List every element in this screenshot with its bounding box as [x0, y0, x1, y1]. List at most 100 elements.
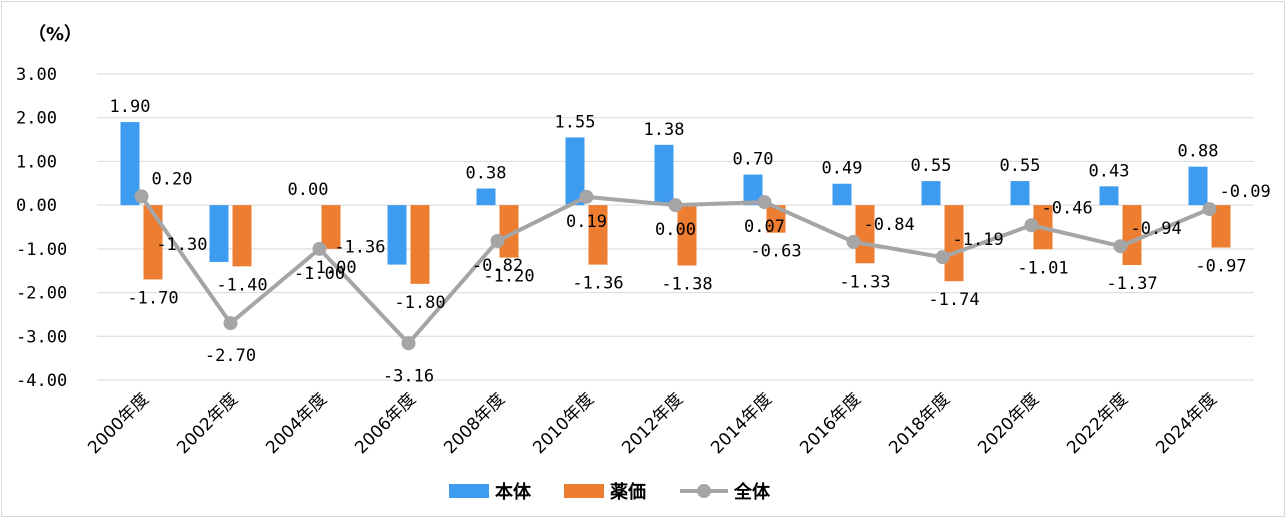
line-label-4: -0.82 — [472, 256, 523, 276]
category-label-4: 2008年度 — [440, 389, 509, 458]
label-layer: 1.90 -1.30 0.00 -1.36 0.38 1.55 1.38 0.70 0.49 0.… — [110, 97, 1271, 386]
y-tick-label: 1.00 — [16, 152, 57, 172]
bar-1-12 — [1211, 205, 1231, 248]
bar-label-0-3: -1.36 — [334, 238, 385, 258]
bar-label-1-10: -1.01 — [1017, 258, 1068, 278]
legend-label-2: 全体 — [733, 481, 771, 503]
bar-1-6 — [677, 205, 697, 266]
line-point-3 — [401, 336, 416, 351]
line-point-1 — [223, 316, 238, 331]
y-unit-label: （%） — [28, 24, 82, 45]
bar-label-1-9: -1.74 — [928, 290, 979, 310]
bar-1-1 — [232, 205, 252, 267]
line-label-12: -0.09 — [1220, 182, 1271, 202]
bar-0-11 — [1099, 186, 1119, 206]
line-point-6 — [668, 198, 683, 213]
bar-label-1-6: -1.38 — [661, 274, 712, 294]
y-tick-label: 2.00 — [16, 109, 57, 129]
line-label-0: 0.20 — [152, 169, 193, 189]
bar-0-7 — [743, 174, 763, 206]
line-point-12 — [1202, 202, 1217, 217]
category-label-2: 2004年度 — [262, 389, 331, 458]
y-tick-label: -2.00 — [16, 284, 67, 304]
line-point-5 — [579, 189, 594, 204]
bar-label-0-12: 0.88 — [1178, 142, 1219, 162]
bar-1-2 — [321, 205, 341, 249]
bar-0-10 — [1010, 181, 1030, 206]
bar-label-1-7: -0.63 — [750, 242, 801, 262]
bar-0-8 — [832, 183, 852, 206]
line-label-3: -3.16 — [383, 366, 434, 386]
category-label-8: 2016年度 — [796, 389, 865, 458]
category-label-10: 2020年度 — [974, 389, 1043, 458]
bar-label-0-11: 0.43 — [1089, 161, 1130, 181]
grid-layer: 3.00 2.00 1.00 0.00 -1.00 -2.00 -3.00 -4.00 — [16, 65, 1254, 391]
category-label-3: 2006年度 — [351, 389, 420, 458]
bar-label-1-3: -1.80 — [394, 293, 445, 313]
bar-0-5 — [565, 137, 585, 206]
category-label-7: 2014年度 — [707, 389, 776, 458]
line-point-10 — [1024, 218, 1039, 233]
y-tick-label: -4.00 — [16, 371, 67, 391]
category-label-11: 2022年度 — [1063, 389, 1132, 458]
bar-label-0-7: 0.70 — [733, 150, 774, 170]
bar-1-3 — [410, 205, 430, 284]
bar-layer — [120, 122, 1231, 284]
y-tick-label: -1.00 — [16, 240, 67, 260]
bar-1-9 — [944, 205, 964, 282]
bar-0-4 — [476, 188, 496, 206]
legend-marker-2 — [697, 484, 711, 498]
category-label-1: 2002年度 — [173, 389, 242, 458]
line-point-11 — [1113, 239, 1128, 254]
y-tick-label: 3.00 — [16, 65, 57, 85]
line-point-8 — [846, 234, 861, 249]
bar-label-0-9: 0.55 — [911, 156, 952, 176]
line-label-10: -0.46 — [1042, 198, 1093, 218]
bar-1-0 — [143, 205, 163, 280]
bar-0-6 — [654, 144, 674, 206]
line-label-6: 0.00 — [655, 220, 696, 240]
bar-label-1-1: -1.40 — [216, 275, 267, 295]
bar-label-0-8: 0.49 — [822, 159, 863, 179]
bar-label-0-2: 0.00 — [288, 180, 329, 200]
line-point-7 — [757, 195, 772, 210]
line-layer — [134, 189, 1217, 351]
line-label-1: -2.70 — [205, 346, 256, 366]
bar-label-1-12: -0.97 — [1195, 257, 1246, 277]
bar-1-5 — [588, 205, 608, 265]
bar-label-1-4: -1.20 — [483, 267, 534, 287]
category-label-6: 2012年度 — [618, 389, 687, 458]
bar-0-1 — [209, 205, 229, 262]
line-point-9 — [935, 250, 950, 265]
bar-label-1-5: -1.36 — [572, 274, 623, 294]
line-label-9: -1.19 — [953, 230, 1004, 250]
y-tick-label: 0.00 — [16, 196, 57, 216]
line-label-5: 0.19 — [566, 212, 607, 232]
bar-0-12 — [1188, 166, 1208, 206]
y-tick-label: -3.00 — [16, 327, 67, 347]
bar-label-1-2: -1.00 — [305, 258, 356, 278]
category-axis: 2000年度 2002年度 2004年度 2006年度 2008年度 2010年度 2012… — [84, 389, 1221, 458]
line-label-2: -1.00 — [294, 264, 345, 284]
line-point-2 — [312, 241, 327, 256]
category-label-0: 2000年度 — [84, 389, 153, 458]
line-point-0 — [134, 189, 149, 204]
bar-label-0-4: 0.38 — [466, 164, 507, 184]
category-label-12: 2024年度 — [1152, 389, 1221, 458]
legend-swatch-1 — [564, 484, 604, 498]
bar-1-11 — [1122, 205, 1142, 266]
line-point-4 — [490, 233, 505, 248]
legend: 本体 薬価 全体 — [449, 481, 771, 503]
bar-0-0 — [120, 122, 140, 206]
bar-label-0-6: 1.38 — [644, 120, 685, 140]
legend-label-0: 本体 — [495, 481, 532, 503]
bar-label-0-10: 0.55 — [1000, 156, 1041, 176]
bar-1-4 — [499, 205, 519, 258]
bar-0-3 — [387, 205, 407, 265]
bar-label-1-11: -1.37 — [1106, 274, 1157, 294]
bar-1-7 — [766, 205, 786, 233]
bar-label-1-8: -1.33 — [839, 272, 890, 292]
bar-label-0-5: 1.55 — [555, 112, 596, 132]
